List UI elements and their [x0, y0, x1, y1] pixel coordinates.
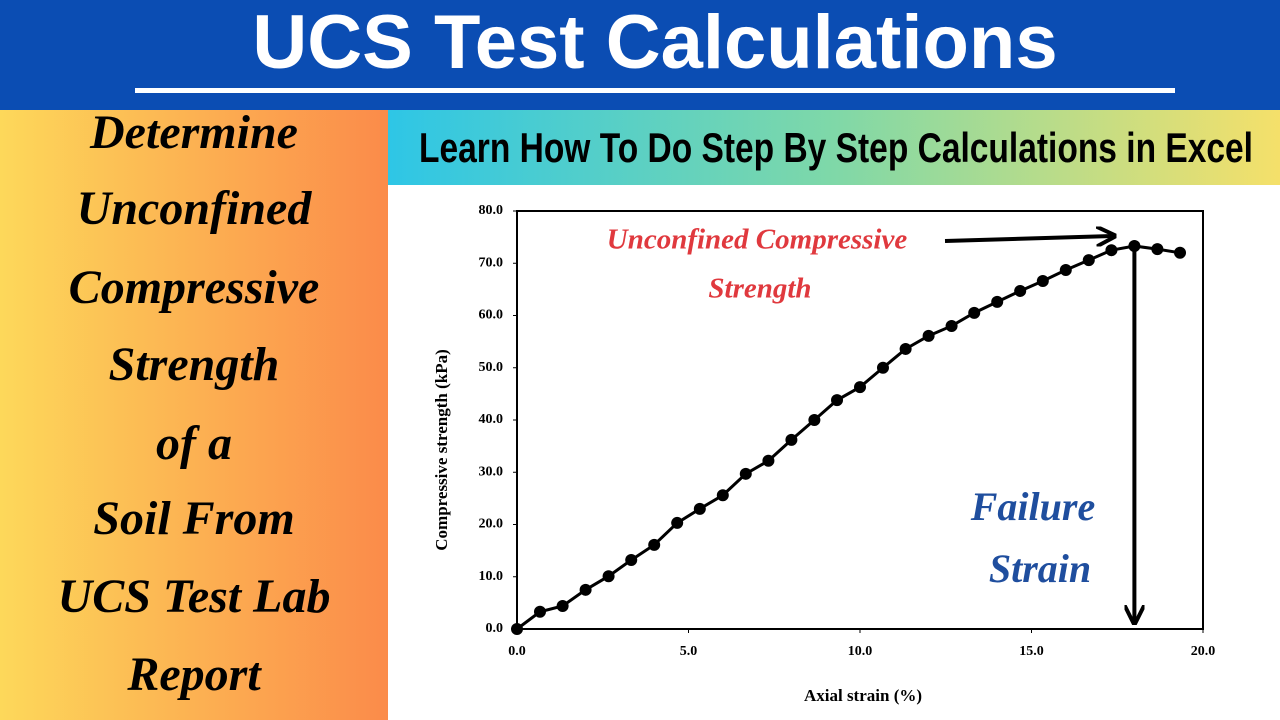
- data-point: [785, 433, 798, 446]
- y-axis-label: Compressive strength (kPa): [432, 349, 451, 550]
- y-tick-label: 70.0: [479, 255, 504, 270]
- left-line: UCS Test Lab: [58, 570, 331, 623]
- banner: [388, 110, 1280, 185]
- annotation-arrow: [944, 236, 1112, 241]
- x-tick-label: 5.0: [680, 644, 698, 659]
- left-line: Report: [126, 648, 262, 701]
- x-tick-label: 15.0: [1019, 644, 1044, 659]
- annotation-text: Strength: [708, 273, 811, 305]
- y-tick-label: 80.0: [479, 203, 504, 218]
- y-tick-label: 60.0: [479, 308, 504, 323]
- title-underline: [135, 88, 1175, 93]
- data-point: [945, 319, 958, 332]
- left-line: Soil From: [93, 492, 294, 545]
- data-point: [533, 605, 546, 618]
- annotation-text: Strain: [989, 546, 1091, 591]
- data-point: [991, 295, 1004, 308]
- data-point: [1105, 244, 1118, 257]
- y-tick-label: 20.0: [479, 517, 504, 532]
- data-point: [579, 583, 592, 596]
- data-point: [831, 394, 844, 407]
- left-panel-text: Determine Unconfined Compressive Strength of…: [58, 106, 331, 701]
- left-line: of a: [156, 417, 232, 470]
- data-point: [762, 454, 775, 467]
- data-point: [1059, 264, 1072, 277]
- annotation-text: Failure: [970, 484, 1095, 529]
- data-point: [854, 381, 866, 394]
- left-line: Unconfined: [77, 182, 313, 235]
- chart: Axial strain (%) Compressive strength (k…: [432, 203, 1215, 705]
- data-point: [716, 489, 729, 502]
- data-point: [1151, 243, 1164, 256]
- data-point: [876, 361, 889, 374]
- data-point: [511, 623, 523, 635]
- data-point: [648, 538, 661, 551]
- left-panel: [0, 110, 388, 720]
- data-point: [693, 502, 706, 515]
- data-point: [1174, 246, 1187, 259]
- data-point: [1014, 284, 1027, 297]
- data-point: [625, 554, 638, 567]
- data-point: [602, 570, 615, 583]
- y-tick-label: 30.0: [479, 464, 504, 479]
- data-point: [808, 414, 821, 426]
- left-line: Compressive: [69, 261, 320, 314]
- y-tick-label: 50.0: [479, 360, 504, 375]
- data-point: [671, 516, 684, 529]
- y-tick-label: 0.0: [486, 621, 504, 636]
- x-tick-label: 0.0: [508, 644, 526, 659]
- banner-text: Learn How To Do Step By Step Calculation…: [419, 124, 1253, 171]
- x-tick-label: 20.0: [1191, 644, 1216, 659]
- left-line: Strength: [109, 338, 280, 391]
- data-point: [1082, 254, 1095, 267]
- data-point: [556, 600, 569, 613]
- data-point: [922, 329, 935, 342]
- left-line: Determine: [89, 106, 298, 159]
- y-tick-label: 10.0: [479, 569, 504, 584]
- y-tick-label: 40.0: [479, 412, 504, 427]
- annotation-text: Unconfined Compressive: [607, 224, 908, 256]
- data-point: [899, 342, 912, 355]
- x-tick-label: 10.0: [848, 644, 873, 659]
- data-point: [968, 306, 981, 319]
- data-point: [739, 467, 752, 480]
- x-axis-label: Axial strain (%): [804, 686, 922, 705]
- data-point: [1036, 275, 1049, 288]
- header-title: UCS Test Calculations: [252, 0, 1057, 85]
